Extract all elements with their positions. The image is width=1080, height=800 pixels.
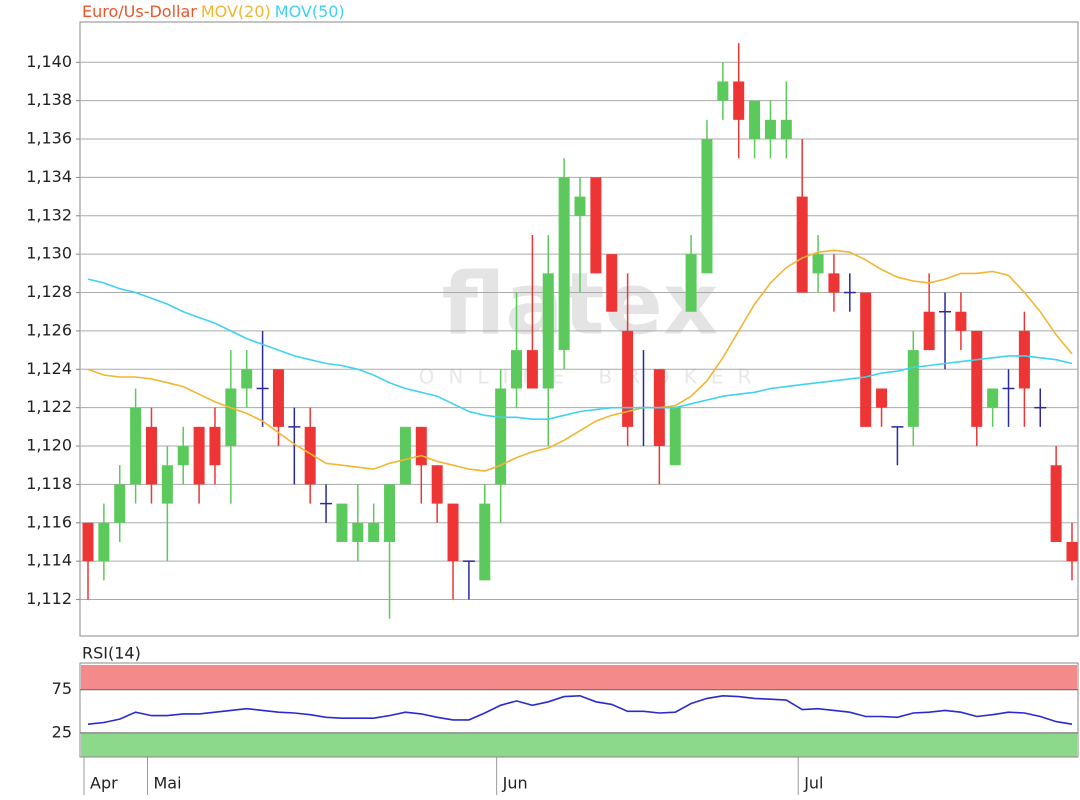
y-tick-label: 1,138 (26, 90, 72, 109)
candle-body (590, 177, 602, 274)
candle-body (193, 426, 205, 485)
candle-body (336, 503, 348, 542)
watermark: flatex ONLINE BROKER (419, 254, 766, 389)
line-series (87, 278, 1073, 420)
candle-body (399, 426, 411, 485)
candle-body (606, 254, 618, 312)
candle-body (304, 426, 316, 485)
candle-body (780, 119, 792, 140)
candle-body (542, 273, 554, 389)
y-tick-label: 1,112 (26, 589, 72, 608)
candle-body (145, 426, 157, 485)
candle-body (1018, 330, 1030, 389)
y-tick-label: 1,128 (26, 282, 72, 301)
candle-body (526, 350, 538, 389)
y-tick-label: 1,140 (26, 52, 72, 71)
line-series (87, 249, 1073, 472)
candle-body (907, 350, 919, 427)
candle-body (622, 330, 634, 427)
candle-body (431, 465, 443, 504)
candle-body (558, 177, 570, 351)
candle-body (749, 100, 761, 140)
candle-body (241, 369, 253, 389)
candle-body (415, 426, 427, 466)
legend-entry: MOV(50) (275, 2, 345, 21)
candle-body (209, 426, 221, 466)
x-tick-label: Jul (803, 774, 823, 793)
y-tick-label: 1,130 (26, 244, 72, 263)
candle-body (1050, 465, 1062, 542)
candle-body (225, 388, 237, 447)
chart-title: Euro/Us-Dollar MOV(20) MOV(50) (82, 2, 345, 21)
candle-body (733, 81, 745, 120)
candle-body (860, 292, 872, 427)
y-tick-label: 1,118 (26, 474, 72, 493)
candle-body (447, 503, 459, 562)
candle-body (495, 388, 507, 485)
candle-body (161, 465, 173, 504)
candle-body (177, 446, 189, 466)
legend-entry: MOV(20) (201, 2, 271, 21)
plot-area (79, 21, 1079, 637)
y-tick-label: 1,136 (26, 129, 72, 148)
y-tick-label: 1,122 (26, 397, 72, 416)
candle-body (923, 311, 935, 351)
rsi-title: RSI(14) (82, 644, 141, 663)
candle-body (717, 81, 729, 101)
candle-body (812, 254, 824, 274)
candle-body (796, 196, 808, 293)
overbought-band (81, 665, 1077, 690)
candle-body (1066, 541, 1078, 562)
candle-body (955, 311, 967, 331)
title-main: Euro/Us-Dollar (82, 2, 197, 21)
candle-body (764, 119, 776, 140)
candle-body (701, 139, 713, 274)
candle-body (384, 484, 396, 542)
y-tick-label: 1,132 (26, 205, 72, 224)
y-tick-label: 1,114 (26, 551, 72, 570)
watermark-tagline: ONLINE BROKER (419, 365, 766, 389)
line-series (87, 694, 1073, 725)
candle-body (685, 254, 697, 312)
candle-body (479, 503, 491, 581)
y-tick-label: 1,124 (26, 359, 72, 378)
y-tick-label: 25 (52, 722, 72, 741)
candle-body (828, 273, 840, 293)
y-tick-label: 75 (52, 679, 72, 698)
candle-body (272, 369, 284, 427)
candle-body (574, 196, 586, 216)
candle-body (130, 407, 142, 485)
x-tick-label: Apr (90, 774, 118, 793)
candle-body (971, 330, 983, 427)
candle-body (511, 350, 523, 389)
candle-body (669, 407, 681, 466)
x-tick-label: Mai (153, 774, 181, 793)
oversold-band (81, 732, 1077, 757)
y-tick-label: 1,120 (26, 436, 72, 455)
candle-body (82, 522, 94, 562)
candle-body (368, 522, 380, 542)
candle-body (876, 388, 888, 408)
x-tick-label: Jun (502, 774, 528, 793)
candle-body (98, 522, 110, 562)
y-tick-label: 1,134 (26, 167, 72, 186)
candle-body (987, 388, 999, 408)
candle-body (114, 484, 126, 523)
y-tick-label: 1,126 (26, 320, 72, 339)
candle-body (352, 522, 364, 542)
y-tick-label: 1,116 (26, 512, 72, 531)
